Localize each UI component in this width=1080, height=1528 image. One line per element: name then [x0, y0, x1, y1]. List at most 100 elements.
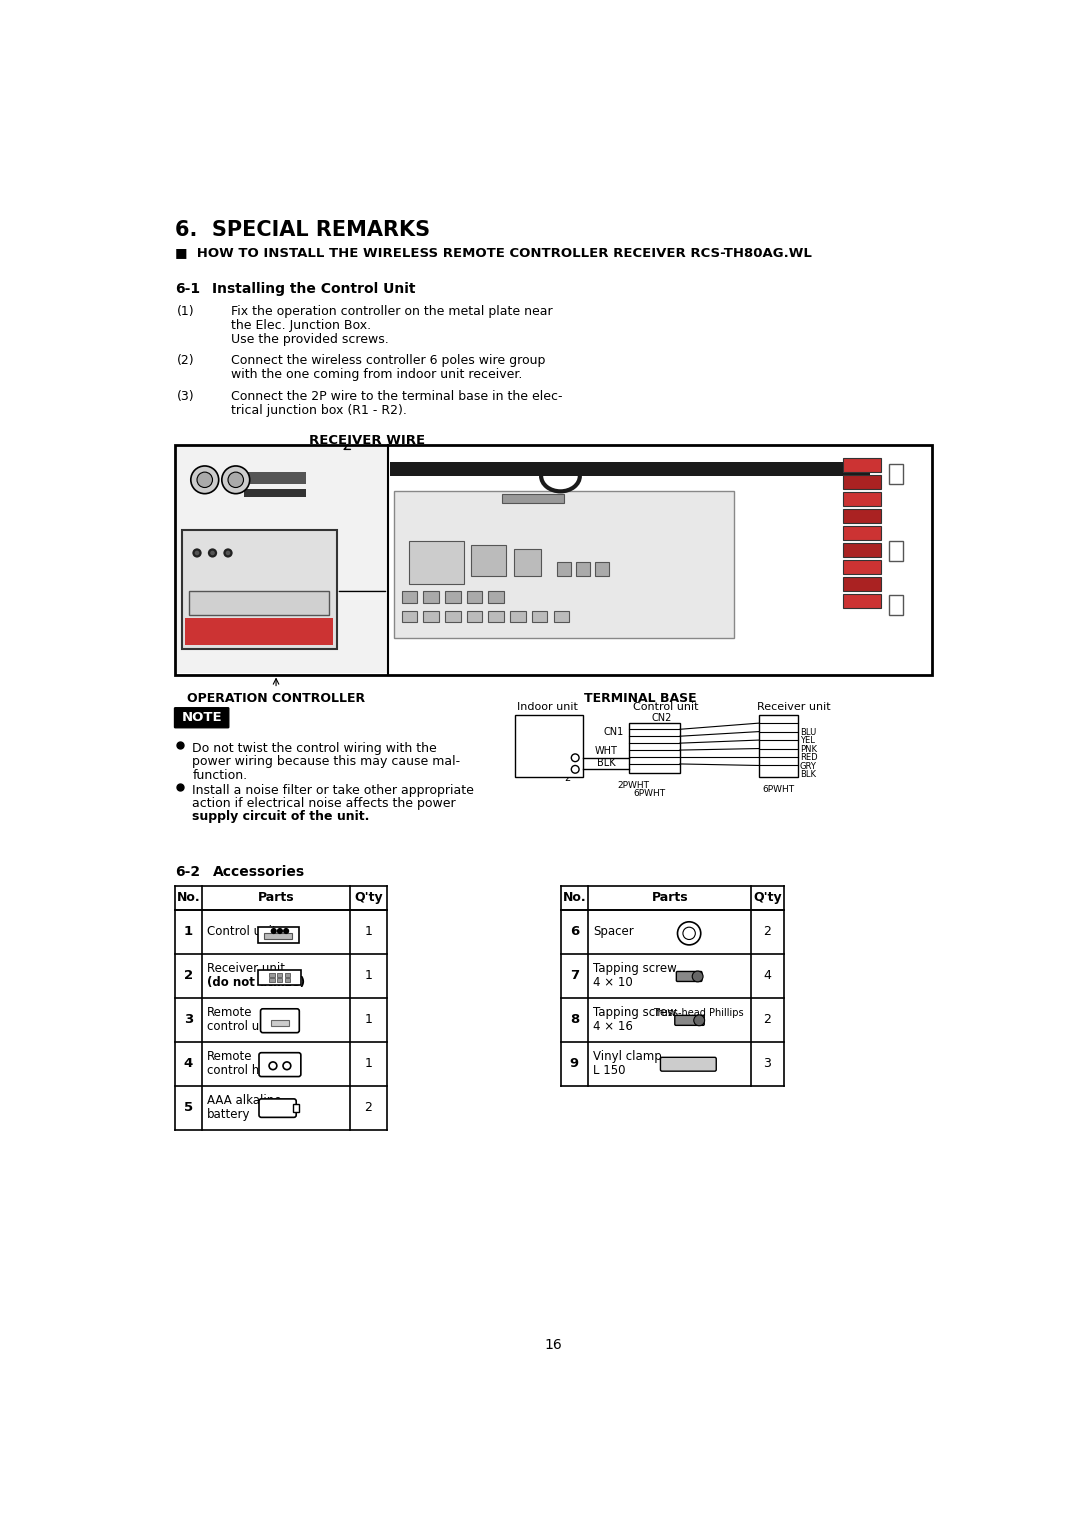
Text: YEL: YEL: [800, 736, 814, 746]
Bar: [842, 475, 881, 489]
Text: (2): (2): [177, 354, 194, 367]
Text: ■  HOW TO INSTALL THE WIRELESS REMOTE CONTROLLER RECEIVER RCS-TH80AG.WL: ■ HOW TO INSTALL THE WIRELESS REMOTE CON…: [175, 246, 812, 260]
Circle shape: [226, 550, 230, 555]
Text: 2PWHT: 2PWHT: [618, 781, 650, 790]
Bar: [556, 562, 570, 576]
Text: GRY: GRY: [800, 761, 816, 770]
Bar: [284, 973, 291, 978]
Text: Connect the 2P wire to the terminal base in the elec-: Connect the 2P wire to the terminal base…: [231, 390, 563, 403]
Circle shape: [692, 972, 703, 983]
Bar: [276, 973, 282, 978]
FancyBboxPatch shape: [661, 1057, 716, 1071]
FancyBboxPatch shape: [259, 1099, 296, 1117]
Text: 5: 5: [184, 1100, 193, 1114]
Text: Indoor unit: Indoor unit: [517, 701, 578, 712]
Circle shape: [211, 550, 215, 555]
Text: terminal: terminal: [517, 744, 558, 755]
Text: Parts: Parts: [651, 891, 688, 905]
Bar: [842, 458, 881, 472]
Circle shape: [192, 549, 202, 558]
Text: BLK: BLK: [597, 758, 616, 767]
Bar: [576, 562, 590, 576]
Bar: [889, 596, 903, 614]
Circle shape: [276, 927, 283, 934]
Text: 4: 4: [764, 969, 771, 983]
Bar: [842, 578, 881, 591]
Bar: [514, 549, 541, 576]
Bar: [186, 619, 333, 645]
Text: AAA alkaline: AAA alkaline: [207, 1094, 282, 1106]
Bar: [842, 509, 881, 523]
Text: TERMINAL BASE: TERMINAL BASE: [584, 692, 697, 704]
Text: Remote: Remote: [519, 723, 557, 733]
FancyBboxPatch shape: [675, 1015, 704, 1025]
Text: power wiring because this may cause mal-: power wiring because this may cause mal-: [192, 755, 460, 769]
Bar: [471, 545, 507, 576]
Text: PNK: PNK: [800, 744, 816, 753]
Bar: [467, 591, 482, 604]
Text: Vinyl clamp: Vinyl clamp: [593, 1050, 662, 1063]
Text: 6: 6: [570, 926, 579, 938]
Bar: [842, 542, 881, 556]
Text: BLU: BLU: [800, 727, 816, 736]
Bar: [276, 978, 282, 983]
Circle shape: [271, 927, 276, 934]
Text: Spacer: Spacer: [593, 926, 634, 938]
Bar: [265, 932, 293, 938]
Text: Install a noise filter or take other appropriate: Install a noise filter or take other app…: [192, 784, 474, 798]
Text: NOTE: NOTE: [181, 711, 222, 724]
Text: 1: 1: [184, 926, 193, 938]
Text: 2: 2: [184, 969, 193, 983]
Text: controller: controller: [515, 733, 562, 744]
Text: supply circuit of the unit.: supply circuit of the unit.: [192, 810, 369, 824]
Text: trical junction box (R1 - R2).: trical junction box (R1 - R2).: [231, 403, 407, 417]
Text: (3): (3): [177, 390, 194, 403]
Text: WHT: WHT: [595, 746, 618, 756]
Text: function.: function.: [192, 769, 247, 781]
Text: 1: 1: [364, 1013, 373, 1027]
Bar: [889, 541, 903, 561]
Text: the Elec. Junction Box.: the Elec. Junction Box.: [231, 319, 372, 332]
Bar: [284, 978, 291, 983]
Bar: [842, 559, 881, 573]
Text: Tapping screw: Tapping screw: [593, 963, 677, 975]
Text: (1): (1): [177, 306, 194, 318]
Circle shape: [194, 550, 200, 555]
FancyBboxPatch shape: [676, 972, 702, 981]
Bar: [258, 927, 298, 943]
Text: Connect the wireless controller 6 poles wire group: Connect the wireless controller 6 poles …: [231, 354, 545, 367]
Bar: [258, 970, 301, 986]
Text: CN1: CN1: [604, 727, 624, 736]
Text: 7: 7: [570, 969, 579, 983]
Text: Receiver unit: Receiver unit: [207, 963, 285, 975]
Text: Remote: Remote: [207, 1005, 253, 1019]
Bar: [423, 591, 438, 604]
Text: BLK: BLK: [800, 770, 816, 779]
Text: L 150: L 150: [593, 1063, 625, 1077]
Bar: [409, 541, 463, 584]
Text: control unit: control unit: [207, 1021, 275, 1033]
Text: 4 × 16: 4 × 16: [593, 1021, 633, 1033]
Text: 2: 2: [764, 926, 771, 938]
Text: Tapping screw: Tapping screw: [593, 1005, 677, 1019]
Text: No.: No.: [177, 891, 200, 905]
Bar: [181, 530, 337, 649]
Bar: [243, 472, 306, 484]
Text: board: board: [524, 755, 552, 766]
FancyBboxPatch shape: [175, 707, 229, 727]
Bar: [394, 492, 734, 637]
Text: RED: RED: [800, 753, 818, 762]
Bar: [271, 1019, 289, 1025]
Text: OPERATION CONTROLLER: OPERATION CONTROLLER: [187, 692, 365, 704]
Bar: [531, 611, 548, 622]
Bar: [842, 526, 881, 539]
Text: Control unit: Control unit: [207, 926, 276, 938]
Circle shape: [224, 549, 232, 558]
Text: 2: 2: [565, 773, 570, 784]
Text: 1: 1: [364, 969, 373, 983]
Text: Q'ty: Q'ty: [354, 891, 382, 905]
Bar: [402, 611, 417, 622]
Text: 2: 2: [364, 1100, 373, 1114]
Bar: [445, 611, 460, 622]
Text: 1: 1: [364, 926, 373, 938]
